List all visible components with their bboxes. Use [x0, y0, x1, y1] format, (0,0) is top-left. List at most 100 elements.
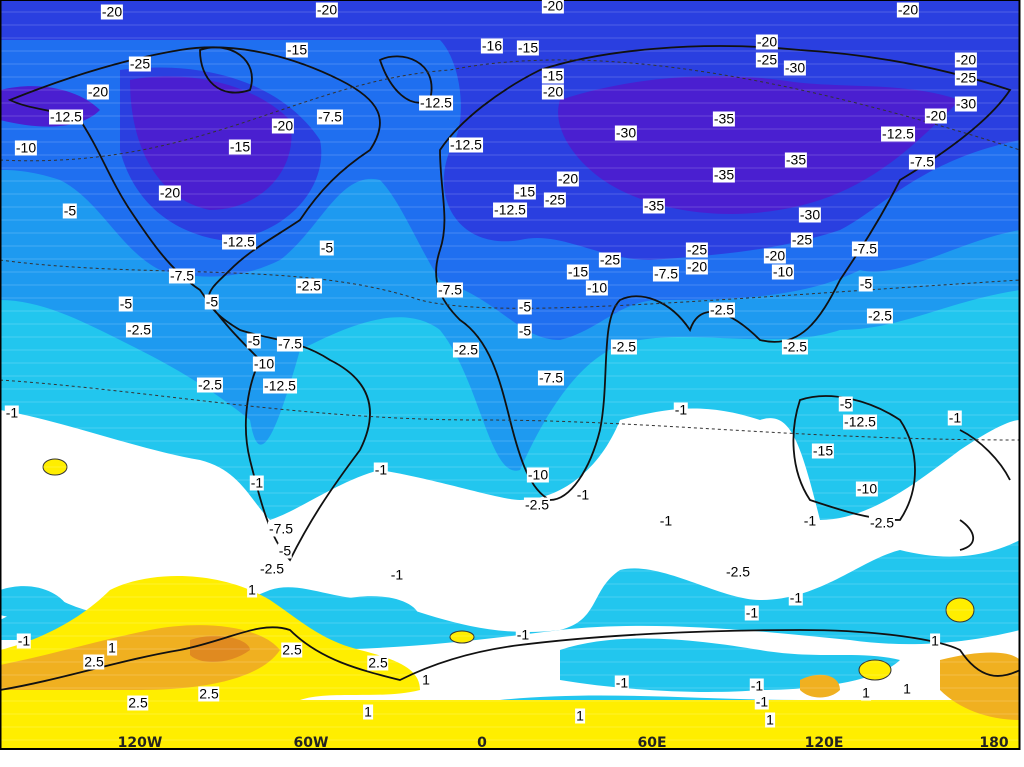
- contour-label: -10: [526, 466, 550, 483]
- contour-label: -35: [712, 110, 736, 127]
- contour-label: -1: [802, 512, 818, 529]
- contour-label: -10: [252, 355, 276, 372]
- contour-label: -12.5: [493, 201, 527, 218]
- x-tick-label: 120E: [804, 735, 844, 751]
- contour-label: -2.5: [610, 338, 638, 355]
- contour-label: -16: [480, 37, 504, 54]
- contour-label: -25: [543, 191, 567, 208]
- contour-label: -15: [513, 183, 537, 200]
- contour-label: -12.5: [222, 233, 256, 250]
- contour-label: 1: [861, 684, 871, 701]
- contour-label: -7.5: [851, 240, 879, 257]
- contour-label: -5: [858, 275, 874, 292]
- contour-label: -2.5: [866, 307, 894, 324]
- contour-label: -20: [541, 83, 565, 100]
- contour-label: -1: [744, 604, 760, 621]
- contour-label: -35: [642, 197, 666, 214]
- contour-label: -5: [517, 298, 533, 315]
- contour-label: -5: [319, 239, 335, 256]
- contour-label: -30: [783, 59, 807, 76]
- contour-label: -35: [784, 151, 808, 168]
- contour-label: 1: [765, 711, 775, 728]
- contour-label: -7.5: [908, 153, 936, 170]
- contour-label: -20: [755, 33, 779, 50]
- contour-label: 2.5: [198, 685, 220, 702]
- contour-label: -20: [685, 258, 709, 275]
- contour-label: 2.5: [127, 694, 149, 711]
- contour-label: 1: [107, 639, 117, 656]
- contour-label: -2.5: [295, 277, 323, 294]
- contour-label: -2.5: [523, 496, 551, 513]
- contour-label: -7.5: [652, 265, 680, 282]
- contour-label: -1: [249, 474, 265, 491]
- contour-label: -7.5: [436, 281, 464, 298]
- contour-label: -2.5: [708, 301, 736, 318]
- contour-label: -1: [389, 566, 405, 583]
- contour-label: -7.5: [537, 369, 565, 386]
- contour-label: -1: [4, 404, 20, 421]
- contour-label: -20: [541, 0, 565, 14]
- contour-label: -2.5: [868, 514, 896, 531]
- contour-label: -5: [62, 202, 78, 219]
- contour-label: -12.5: [263, 377, 297, 394]
- x-tick-label: 60E: [637, 735, 667, 751]
- contour-label: -2.5: [452, 341, 480, 358]
- contour-label: -1: [754, 693, 770, 710]
- contour-label: -25: [598, 251, 622, 268]
- contour-label: 1: [930, 632, 940, 649]
- contour-label: -1: [614, 674, 630, 691]
- contour-label: -12.5: [49, 108, 83, 125]
- x-tick-label: 180: [979, 735, 1009, 751]
- contour-label: -20: [158, 184, 182, 201]
- contour-label: -5: [204, 293, 220, 310]
- contour-label: -20: [763, 247, 787, 264]
- contour-label: 1: [421, 671, 431, 688]
- contour-label: 2.5: [281, 641, 303, 658]
- x-tick-label: 120W: [117, 735, 163, 751]
- map-frame: [0, 0, 1021, 750]
- contour-label: -1: [673, 401, 689, 418]
- contour-label: -1: [788, 589, 804, 606]
- contour-label: -7.5: [316, 108, 344, 125]
- contour-label: -25: [790, 231, 814, 248]
- contour-label: -12.5: [449, 136, 483, 153]
- x-tick-label: 0: [477, 735, 487, 751]
- contour-label: -7.5: [168, 267, 196, 284]
- contour-label: -10: [585, 279, 609, 296]
- contour-label: -15: [516, 39, 540, 56]
- contour-label: -2.5: [724, 563, 752, 580]
- contour-label: -15: [285, 41, 309, 58]
- contour-label: -15: [228, 138, 252, 155]
- contour-label: -20: [271, 117, 295, 134]
- contour-label: 1: [575, 707, 585, 724]
- contour-label: -1: [947, 409, 963, 426]
- contour-label: -1: [749, 677, 765, 694]
- contour-label: -2.5: [196, 376, 224, 393]
- contour-label: -15: [566, 263, 590, 280]
- contour-label: -10: [14, 139, 38, 156]
- contour-label: -5: [246, 332, 262, 349]
- contour-label: -7.5: [267, 520, 295, 537]
- contour-label: -7.5: [276, 335, 304, 352]
- contour-label: -20: [896, 1, 920, 18]
- contour-label: -20: [924, 107, 948, 124]
- contour-label: -20: [556, 170, 580, 187]
- contour-label: -5: [517, 322, 533, 339]
- contour-label: -2.5: [258, 560, 286, 577]
- contour-label: -35: [712, 166, 736, 183]
- contour-label: -20: [954, 51, 978, 68]
- contour-label: 1: [363, 703, 373, 720]
- contour-label: -1: [658, 512, 674, 529]
- latitude-lines: [0, 0, 1020, 750]
- contour-label: -12.5: [843, 413, 877, 430]
- contour-label: -20: [100, 3, 124, 20]
- contour-label: -5: [277, 542, 293, 559]
- contour-label: -25: [755, 51, 779, 68]
- contour-label: -25: [128, 55, 152, 72]
- contour-label: -12.5: [419, 94, 453, 111]
- contour-label: -1: [373, 461, 389, 478]
- contour-label: -12.5: [881, 125, 915, 142]
- contour-label: -25: [685, 241, 709, 258]
- x-tick-label: 60W: [293, 735, 329, 751]
